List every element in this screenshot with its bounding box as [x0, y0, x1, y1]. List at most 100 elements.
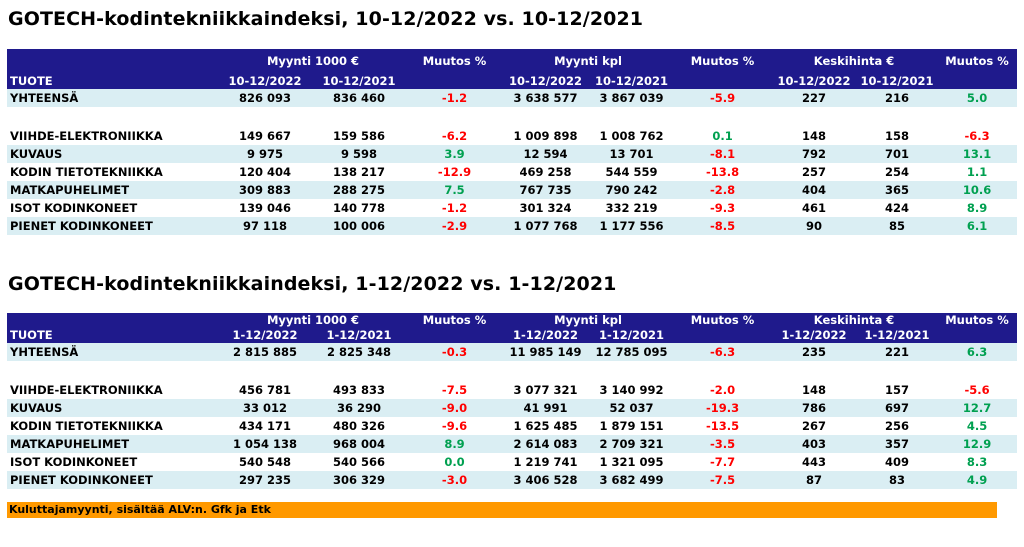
sales-value-current: 826 093 [219, 89, 311, 107]
avg-price-current: 404 [771, 181, 858, 199]
avg-price-prev: 158 [885, 129, 910, 143]
avg-price-prev: 254 [885, 165, 910, 179]
period-current-header: 10-12/2022 [771, 73, 858, 89]
product-name: PIENET KODINKONEET [7, 471, 219, 489]
sales-units-change: 0.1 [712, 129, 733, 143]
avg-price-prev: 83 [857, 471, 938, 489]
avg-price-current: 87 [771, 471, 858, 489]
sales-value-change: 7.5 [407, 181, 502, 199]
sales-value-change: -12.9 [437, 165, 472, 179]
product-name: KODIN TIETOTEKNIIKKA [10, 419, 163, 433]
avg-price-change: 1.1 [966, 165, 988, 179]
table-row: MATKAPUHELIMET 1 054 138 968 004 8.9 2 614 0… [7, 435, 1018, 453]
sales-units-change: -2.0 [709, 383, 736, 397]
period-prev-header: 1-12/2021 [589, 328, 675, 343]
period-current-header: 1-12/2022 [502, 328, 589, 343]
sales-units-current: 41 991 [502, 399, 589, 417]
table-row: VIIHDE-ELEKTRONIIKKA 456 781 493 833 -7.5 3 … [7, 381, 1017, 399]
avg-price-prev: 701 [857, 145, 938, 163]
avg-price-prev: 424 [885, 201, 910, 215]
product-header: TUOTE [7, 328, 219, 343]
avg-price-prev: 357 [857, 435, 938, 453]
change-header: Muutos % [407, 49, 502, 73]
product-name: YHTEENSÄ [7, 89, 219, 107]
sales-value-prev: 836 460 [311, 89, 407, 107]
avg-price-change: 5.0 [937, 89, 1018, 107]
sales-units-change: -7.5 [674, 471, 772, 489]
avg-price-header: Keskihinta € [771, 313, 938, 328]
sales-value-prev: 138 217 [332, 165, 385, 179]
period-prev-header: 10-12/2021 [857, 73, 938, 89]
avg-price-prev: 256 [885, 419, 910, 433]
sales-units-current: 11 985 149 [502, 343, 589, 361]
product-name: PIENET KODINKONEET [7, 217, 219, 235]
avg-price-prev: 697 [857, 399, 938, 417]
period-prev-header: 10-12/2021 [589, 73, 675, 89]
product-name: ISOT KODINKONEET [10, 455, 138, 469]
table1-header-row-2: TUOTE 10-12/2022 10-12/2021 10-12/2022 1… [7, 73, 1018, 89]
index-table-q4: Myynti 1000 € Muutos % Myynti kpl Muutos… [7, 49, 1018, 235]
sales-value-prev: 306 329 [311, 471, 407, 489]
sales-units-prev: 3 867 039 [589, 89, 675, 107]
table-row: KODIN TIETOTEKNIIKKA 120 404 138 217 -12.9 4… [7, 163, 1017, 181]
period-prev-header: 1-12/2021 [311, 328, 407, 343]
sales-units-current: 767 735 [502, 181, 589, 199]
table-row: PIENET KODINKONEET 297 235 306 329 -3.0 3 40… [7, 471, 1018, 489]
avg-price-change: 12.7 [937, 399, 1018, 417]
total-row: YHTEENSÄ 2 815 885 2 825 348 -0.3 11 985 149… [7, 343, 1018, 361]
sales-units-current: 1 625 485 [513, 419, 578, 433]
table1-header-row-1: Myynti 1000 € Muutos % Myynti kpl Muutos… [7, 49, 1018, 73]
period-current-header: 1-12/2022 [771, 328, 858, 343]
sales-value-change: 0.0 [444, 455, 465, 469]
sales-units-prev: 13 701 [589, 145, 675, 163]
avg-price-current: 786 [771, 399, 858, 417]
sales-value-current: 97 118 [219, 217, 311, 235]
table-row: KODIN TIETOTEKNIIKKA 434 171 480 326 -9.6 1 … [7, 417, 1017, 435]
table2-title: GOTECH-kodintekniikkaindeksi, 1-12/2022 … [8, 273, 617, 295]
sales-units-prev: 1 177 556 [589, 217, 675, 235]
sales-value-change: -9.0 [407, 399, 502, 417]
avg-price-change: 6.3 [937, 343, 1018, 361]
avg-price-current: 148 [802, 129, 827, 143]
change-header: Muutos % [937, 313, 1018, 328]
table2-header-row-2: TUOTE 1-12/2022 1-12/2021 1-12/2022 1-12… [7, 328, 1018, 343]
product-name: VIIHDE-ELEKTRONIIKKA [10, 129, 163, 143]
avg-price-change: 12.9 [937, 435, 1018, 453]
sales-value-current: 120 404 [238, 165, 291, 179]
product-header: TUOTE [7, 73, 219, 89]
sales-units-change: -5.9 [674, 89, 772, 107]
avg-price-change: 13.1 [937, 145, 1018, 163]
source-note: Kuluttajamyynti, sisältää ALV:n. Gfk ja … [7, 502, 997, 518]
sales-units-change: -13.8 [705, 165, 740, 179]
sales-units-change: -8.5 [674, 217, 772, 235]
avg-price-prev: 85 [857, 217, 938, 235]
avg-price-prev: 409 [885, 455, 910, 469]
avg-price-change: 8.9 [966, 201, 988, 215]
sales-units-prev: 332 219 [605, 201, 658, 215]
product-name: KUVAUS [7, 145, 219, 163]
sales-units-prev: 1 008 762 [599, 129, 664, 143]
change-header: Muutos % [674, 313, 772, 328]
table-row: VIIHDE-ELEKTRONIIKKA 149 667 159 586 -6.2 1 … [7, 127, 1017, 145]
period-current-header: 10-12/2022 [219, 73, 311, 89]
sales-units-header: Myynti kpl [502, 49, 675, 73]
sales-value-current: 9 975 [219, 145, 311, 163]
sales-value-current: 139 046 [238, 201, 291, 215]
sales-value-change: 3.9 [407, 145, 502, 163]
index-table-year: Myynti 1000 € Muutos % Myynti kpl Muutos… [7, 313, 1018, 489]
product-name: YHTEENSÄ [7, 343, 219, 361]
avg-price-current: 90 [771, 217, 858, 235]
sales-units-header: Myynti kpl [502, 313, 675, 328]
product-name: ISOT KODINKONEET [10, 201, 138, 215]
sales-value-change: -9.6 [441, 419, 468, 433]
sales-units-current: 1 009 898 [513, 129, 578, 143]
avg-price-current: 461 [802, 201, 827, 215]
sales-units-current: 3 406 528 [502, 471, 589, 489]
avg-price-prev: 365 [857, 181, 938, 199]
sales-value-change: -3.0 [407, 471, 502, 489]
sales-value-change: -0.3 [407, 343, 502, 361]
avg-price-change: 8.3 [966, 455, 988, 469]
sales-units-change: -7.7 [709, 455, 736, 469]
avg-price-prev: 221 [857, 343, 938, 361]
sales-value-header: Myynti 1000 € [219, 313, 407, 328]
